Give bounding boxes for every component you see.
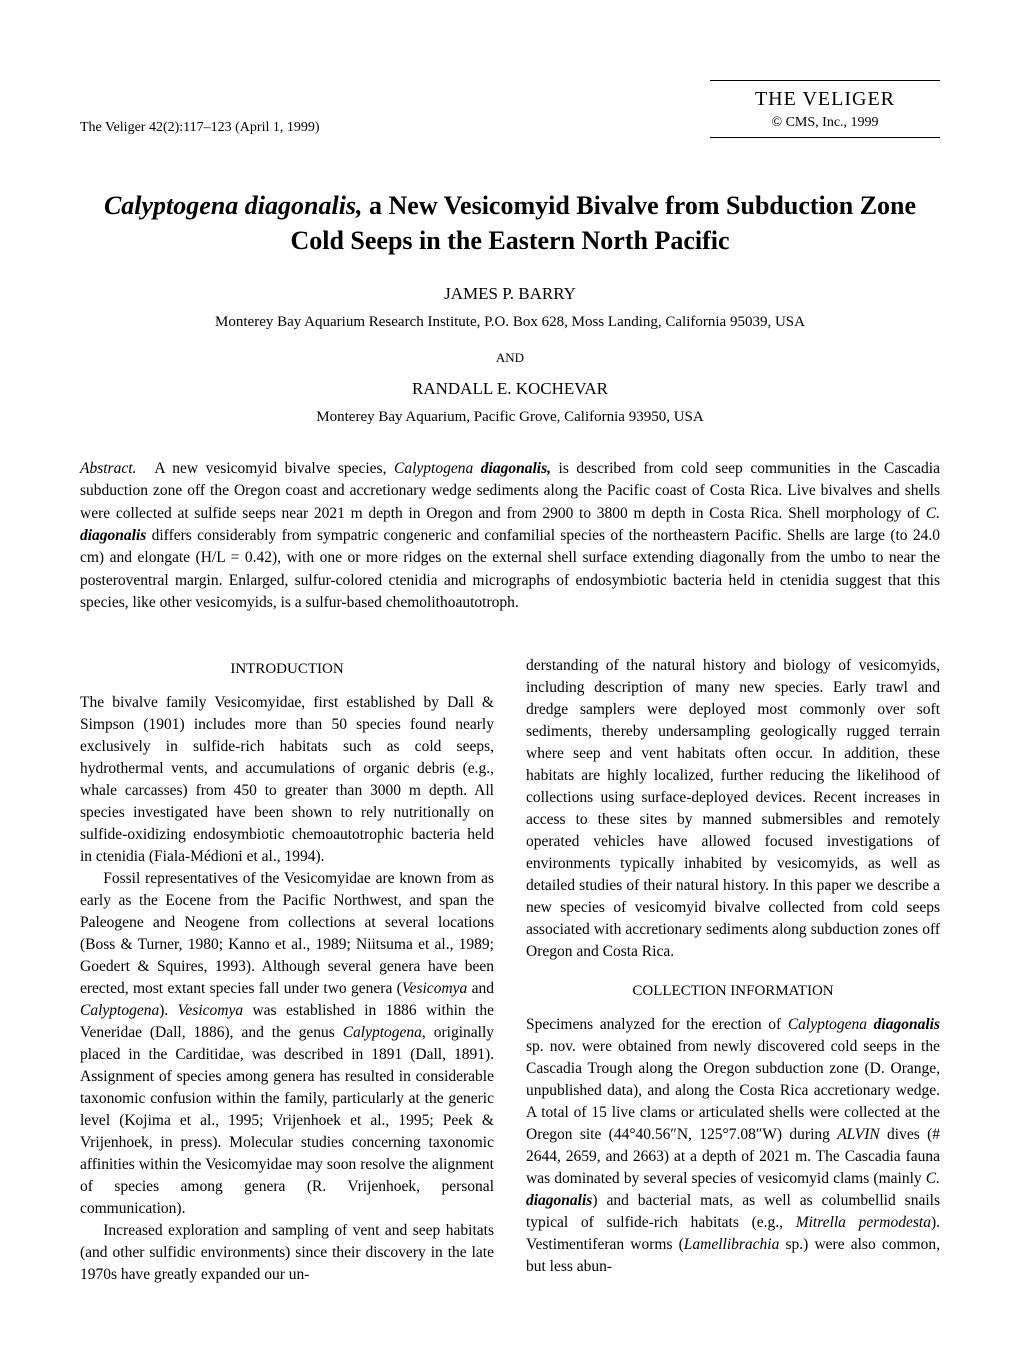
abstract-mid2: differs considerably from sympatric cong… (80, 527, 940, 611)
coll-species4: Lamellibrachia (684, 1236, 780, 1253)
coll-species1b: diagonalis (874, 1016, 940, 1033)
abstract-species2: C. (926, 505, 940, 522)
intro-p2c: ). (159, 1002, 177, 1019)
intro-p2a: Fossil representatives of the Vesicomyid… (80, 870, 494, 997)
copyright: © CMS, Inc., 1999 (710, 113, 940, 133)
abstract-species1b: diagonalis, (481, 460, 551, 477)
journal-name: THE VELIGER (710, 85, 940, 113)
intro-p3: Increased exploration and sampling of ve… (80, 1220, 494, 1286)
coll-species2: C. (926, 1170, 940, 1187)
left-column: INTRODUCTION The bivalve family Vesicomy… (80, 655, 494, 1286)
collection-heading: COLLECTION INFORMATION (526, 981, 940, 1002)
abstract-pre: A new vesicomyid bivalve species, (154, 460, 394, 477)
right-column: derstanding of the natural history and b… (526, 655, 940, 1286)
page-header: The Veliger 42(2):117–123 (April 1, 1999… (80, 80, 940, 138)
body-columns: INTRODUCTION The bivalve family Vesicomy… (80, 655, 940, 1286)
intro-p2b: and (467, 980, 494, 997)
title-species: Calyptogena diagonalis, (104, 191, 363, 220)
intro-genus1: Vesicomya (402, 980, 467, 997)
journal-block: THE VELIGER © CMS, Inc., 1999 (710, 80, 940, 138)
coll-p1a: Specimens analyzed for the erection of (526, 1016, 788, 1033)
citation: The Veliger 42(2):117–123 (April 1, 1999… (80, 118, 320, 138)
intro-heading: INTRODUCTION (80, 659, 494, 680)
col2-p1: derstanding of the natural history and b… (526, 655, 940, 963)
article-title: Calyptogena diagonalis, a New Vesicomyid… (80, 188, 940, 258)
intro-genus3: Vesicomya (178, 1002, 243, 1019)
coll-species2b: diagonalis (526, 1192, 592, 1209)
author-2-name: RANDALL E. KOCHEVAR (80, 377, 940, 401)
coll-species1: Calyptogena (788, 1016, 874, 1033)
coll-alvin: ALVIN (837, 1126, 879, 1143)
coll-species3: Mitrella permodesta (796, 1214, 931, 1231)
abstract-species2b: diagonalis (80, 527, 146, 544)
intro-genus4: Calyptogena, (343, 1024, 426, 1041)
author-1-affiliation: Monterey Bay Aquarium Research Institute… (80, 312, 940, 333)
coll-p1: Specimens analyzed for the erection of C… (526, 1014, 940, 1278)
abstract-label: Abstract. (80, 460, 136, 477)
intro-p2e: originally placed in the Carditidae, was… (80, 1024, 494, 1217)
author-2-affiliation: Monterey Bay Aquarium, Pacific Grove, Ca… (80, 407, 940, 428)
abstract: Abstract. A new vesicomyid bivalve specie… (80, 458, 940, 615)
author-1-name: JAMES P. BARRY (80, 282, 940, 306)
intro-genus2: Calyptogena (80, 1002, 159, 1019)
intro-p1: The bivalve family Vesicomyidae, first e… (80, 692, 494, 868)
intro-p2: Fossil representatives of the Vesicomyid… (80, 868, 494, 1220)
abstract-species1: Calyptogena (394, 460, 481, 477)
title-rest: a New Vesicomyid Bivalve from Subduction… (290, 191, 916, 255)
and-separator: AND (80, 349, 940, 367)
